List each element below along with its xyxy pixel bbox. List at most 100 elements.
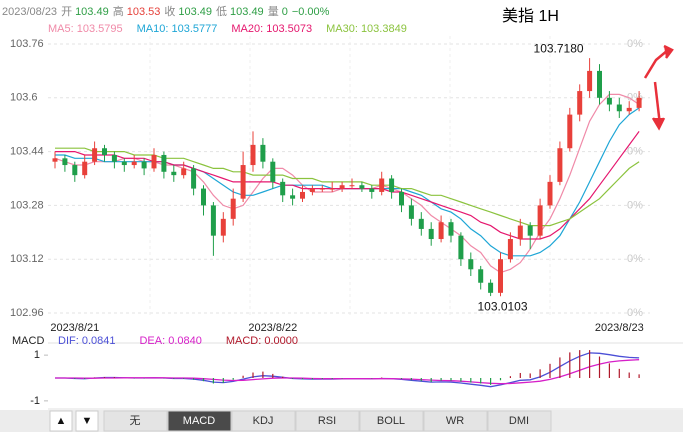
info-label: 收 (164, 4, 175, 18)
indicator-tick-label: 1 (34, 349, 40, 361)
info-change: −0.00% (292, 6, 330, 18)
candle-body (468, 259, 474, 270)
arrow-button[interactable] (75, 410, 99, 432)
candle-body (339, 185, 345, 189)
tab-label[interactable]: WR (446, 415, 464, 427)
tab-label[interactable]: RSI (318, 415, 336, 427)
info-label: 高 (113, 4, 124, 18)
tab[interactable] (487, 410, 552, 432)
candle-body (191, 168, 197, 189)
info-label: 量 (268, 5, 279, 18)
candle-body (72, 165, 78, 176)
candle-body (399, 191, 404, 206)
candle-body (517, 225, 523, 240)
indicator-legend: DEA: 0.0840 (139, 335, 201, 347)
candle-body (369, 188, 375, 192)
candle-body (230, 198, 236, 219)
candle-body (507, 239, 513, 260)
candle-body (210, 205, 216, 236)
candle-body (121, 161, 127, 166)
tab[interactable] (231, 410, 296, 432)
arrow-button-label[interactable]: ▲ (56, 415, 67, 427)
right-tick-label: 0% (627, 146, 643, 158)
candle-body (567, 114, 573, 149)
candle-body (478, 269, 484, 283)
y-tick-label: 103.6 (10, 92, 38, 104)
candle-body (270, 161, 276, 182)
candle-body (52, 158, 58, 162)
candle-body (319, 188, 325, 190)
tab-label[interactable]: KDJ (253, 415, 274, 427)
candle-body (92, 148, 98, 162)
candle-body (597, 70, 602, 98)
info-value: 0 (282, 6, 288, 18)
legend-entry: MA10: 103.5777 (137, 23, 218, 35)
arrow-button-label[interactable]: ▼ (82, 415, 93, 427)
tab-label[interactable]: 无 (130, 415, 141, 427)
candle-body (329, 188, 335, 190)
candle-body (389, 178, 395, 192)
info-value: 103.53 (127, 6, 161, 18)
y-tick-label: 103.76 (10, 38, 44, 50)
tab[interactable] (295, 410, 360, 432)
info-line: 2023/08/23 开 103.49 高 103.53 收 103.49 低 103.49 量 0… (2, 4, 330, 18)
tab-label[interactable]: DMI (509, 415, 529, 427)
candle-body (616, 104, 622, 112)
arrow-up (643, 49, 669, 79)
candle-body (359, 185, 365, 189)
tab-label[interactable]: MACD (183, 415, 215, 427)
candle-body (141, 161, 147, 169)
candle-body (290, 195, 296, 199)
low-annotation: 103.0103 (477, 299, 527, 313)
indicator-name: MACD (12, 335, 44, 347)
candle-body (557, 148, 563, 182)
candle-body (181, 168, 187, 176)
arrow-head (651, 117, 666, 131)
arrow-down (653, 81, 662, 126)
candle-body (220, 218, 226, 236)
arrow-button[interactable] (49, 410, 73, 432)
legend-entry: MA5: 103.5795 (48, 23, 123, 35)
tab[interactable] (423, 410, 488, 432)
candle-body (240, 165, 246, 199)
candle-body (280, 181, 286, 196)
candle-body (250, 144, 256, 166)
candle-body (151, 154, 157, 169)
indicator-legend: DIF: 0.0841 (58, 335, 115, 347)
candle-body (537, 205, 543, 236)
info-value: 103.49 (75, 6, 109, 18)
indicator-legend: MACD: 0.0000 (226, 335, 298, 347)
candle-body (577, 91, 583, 115)
legend-entry: MA30: 103.3849 (326, 23, 407, 35)
candle-body (260, 144, 266, 162)
y-tick-label: 103.12 (10, 253, 44, 265)
candle-body (488, 282, 494, 293)
arrow-head (663, 44, 674, 59)
x-tick-label: 2023/8/21 (50, 322, 99, 334)
info-label: 开 (61, 6, 72, 18)
y-tick-label: 102.96 (10, 307, 44, 319)
right-tick-label: 0% (627, 253, 643, 265)
candle-body (309, 188, 315, 192)
candle-body (547, 181, 553, 206)
right-tick-label: 0% (627, 307, 643, 319)
candle-body (62, 158, 68, 166)
x-tick-label: 2023/8/23 (595, 322, 644, 334)
info-date: 2023/08/23 (2, 6, 57, 18)
y-tick-label: 103.44 (10, 146, 44, 158)
candle-body (379, 178, 385, 192)
candle-body (587, 70, 593, 92)
candle-body (82, 161, 88, 176)
chart-title: 美指 1H (502, 7, 559, 25)
candle-body (111, 154, 117, 162)
candle-body (606, 97, 612, 105)
candle-body (448, 222, 454, 236)
candle-body (418, 218, 424, 229)
candle-body (161, 154, 167, 172)
tab[interactable] (359, 410, 424, 432)
tab-label[interactable]: BOLL (377, 415, 405, 427)
candle-body (498, 259, 503, 293)
tab[interactable] (167, 410, 232, 432)
right-tick-label: 0% (627, 38, 643, 50)
tab[interactable] (103, 410, 168, 432)
